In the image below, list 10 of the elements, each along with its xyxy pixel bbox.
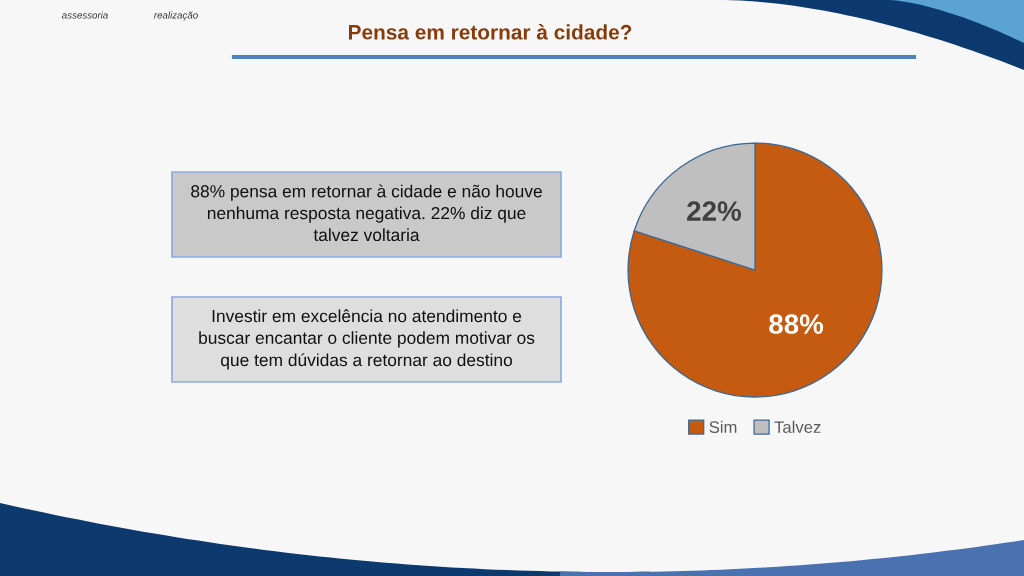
- pie-slice: [627, 142, 883, 398]
- text: realização: [154, 11, 198, 21]
- text: Investir em excelência no atendimento e buscar encantar o cliente podem motivar os que tem dúvidas a retornar ao destino: [199, 309, 535, 370]
- chart-title: Pensa em retornar à cidade?: [348, 24, 632, 40]
- text: assessoria: [61, 11, 108, 19]
- data-label: 22%: [687, 201, 742, 221]
- data-label: 88%: [769, 314, 824, 334]
- legend-label: Sim: [709, 420, 737, 434]
- legend-label: Talvez: [774, 420, 821, 434]
- text: 88% pensa em retornar à cidade e não houve nenhuma resposta negativa. 22% diz que talvez voltaria: [191, 184, 542, 242]
